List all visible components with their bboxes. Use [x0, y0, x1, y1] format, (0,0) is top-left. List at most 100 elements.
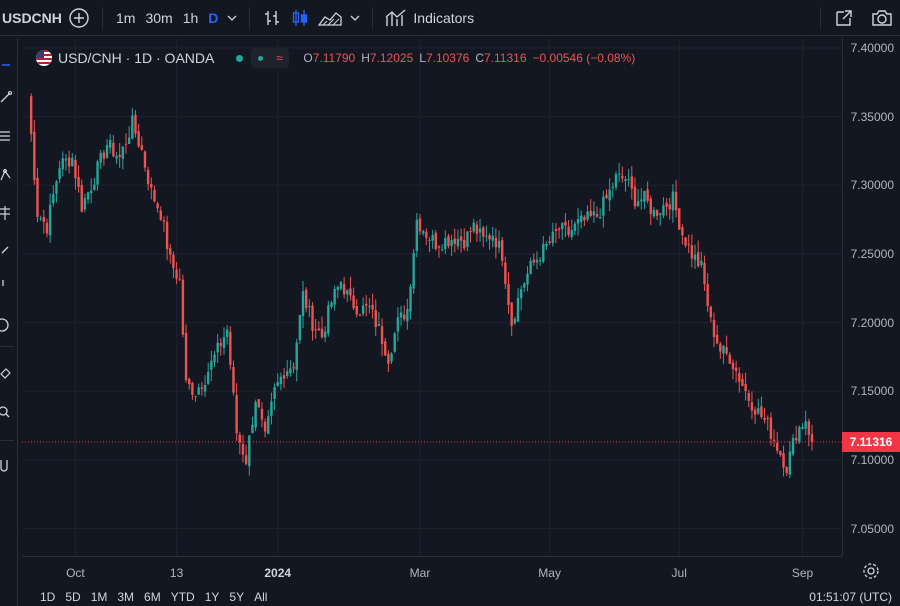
chart-legend: USD/CNH · 1D · OANDA ≈ O7.11790 H7.12025… — [36, 48, 635, 68]
indicators-button[interactable]: Indicators — [385, 4, 474, 32]
candle-body — [478, 228, 482, 233]
candle-body — [406, 308, 409, 322]
snapshot-button[interactable] — [870, 4, 894, 32]
trend-line-icon[interactable] — [0, 90, 14, 104]
price-axis[interactable]: 7.40000 7.35000 7.30000 7.25000 7.20000 7.150… — [842, 38, 900, 556]
candle-body — [295, 342, 298, 370]
interval-dropdown-button[interactable] — [223, 4, 241, 32]
data-status-pill[interactable]: ≈ — [251, 48, 290, 68]
area-style-button[interactable] — [314, 4, 346, 32]
chart-title[interactable]: USD/CNH · 1D · OANDA — [58, 50, 215, 66]
candle-body — [254, 401, 257, 428]
forecast-icon[interactable] — [0, 206, 14, 220]
candle-body — [143, 151, 147, 168]
clock[interactable]: 01:51:07 (UTC) — [809, 590, 892, 604]
candle-body — [48, 204, 52, 236]
candle-body — [153, 189, 156, 202]
interval-1m[interactable]: 1m — [116, 9, 136, 26]
candle-body — [276, 382, 279, 387]
candle-body — [118, 154, 121, 158]
candle-body — [33, 131, 36, 181]
range-1d-button[interactable]: 1D — [40, 590, 56, 604]
interval-1h[interactable]: 1h — [182, 9, 199, 26]
zoom-in-icon[interactable] — [0, 406, 14, 420]
range-1y-button[interactable]: 1Y — [204, 590, 220, 604]
time-tick-label: Sep — [791, 566, 814, 580]
range-5d-button[interactable]: 5D — [65, 590, 81, 604]
compare-add-button[interactable] — [64, 4, 94, 32]
ruler-icon[interactable] — [0, 366, 14, 380]
range-ytd-button[interactable]: YTD — [170, 590, 195, 604]
candle-body — [279, 376, 283, 385]
cursor-icon[interactable] — [0, 58, 14, 72]
symbol-search-button[interactable]: USDCNH — [2, 9, 62, 26]
settings-gear-icon[interactable] — [862, 562, 880, 580]
chevron-down-icon — [350, 15, 360, 21]
candle-body — [178, 279, 181, 281]
high-label: H — [361, 51, 370, 65]
candle-body — [696, 252, 700, 267]
fib-retracement-icon[interactable] — [0, 130, 14, 144]
candles-style-button[interactable] — [286, 4, 314, 32]
fullscreen-button[interactable] — [832, 4, 856, 32]
candle-body — [248, 435, 251, 467]
candle-body — [342, 284, 346, 295]
pattern-icon[interactable] — [0, 168, 14, 182]
candle-body — [526, 273, 529, 285]
candle-body — [244, 455, 248, 465]
us-flag-icon — [36, 50, 52, 66]
leftbar-divider — [0, 440, 14, 441]
candle-body — [175, 269, 178, 279]
candle-body — [766, 417, 769, 419]
candle-body — [709, 306, 713, 318]
candle-body — [671, 191, 675, 211]
range-1m-button[interactable]: 1M — [90, 590, 108, 604]
range-all-button[interactable]: All — [254, 590, 268, 604]
candle-body — [725, 347, 728, 354]
candle-body — [434, 232, 438, 249]
candle-body — [314, 329, 317, 331]
indicators-label: Indicators — [413, 9, 475, 26]
candle-body — [206, 372, 210, 384]
candle-body — [393, 333, 396, 352]
annotation-icon[interactable] — [0, 318, 14, 332]
candle-body — [327, 305, 330, 334]
candle-body — [459, 236, 463, 241]
price-chart-pane[interactable] — [22, 38, 842, 556]
plus-circle-icon — [69, 7, 89, 28]
price-tick-label: 7.30000 — [850, 178, 894, 193]
candle-body — [535, 259, 539, 263]
candle-body — [516, 298, 520, 322]
range-3m-button[interactable]: 3M — [117, 590, 135, 604]
candle-body — [791, 438, 795, 455]
candle-body — [538, 260, 542, 262]
candle-body — [542, 243, 545, 262]
brush-icon[interactable] — [0, 278, 14, 292]
expand-icon — [836, 9, 852, 26]
chart-type-dropdown-button[interactable] — [346, 4, 364, 32]
candle-body — [687, 243, 690, 245]
interval-30m[interactable]: 30m — [145, 9, 173, 26]
candle-body — [627, 178, 630, 180]
candle-body — [655, 209, 659, 216]
candle-body — [418, 218, 422, 232]
candle-body — [61, 158, 64, 170]
candle-body — [602, 196, 605, 216]
magnet-icon[interactable] — [0, 458, 14, 472]
interval-d[interactable]: D — [208, 9, 219, 26]
range-5y-button[interactable]: 5Y — [229, 590, 245, 604]
market-open-indicator — [236, 54, 244, 62]
candle-body — [191, 382, 194, 395]
candle-body — [494, 237, 498, 248]
candle-body — [529, 260, 532, 274]
range-6m-button[interactable]: 6M — [144, 590, 161, 604]
candle-body — [270, 401, 273, 416]
candle-body — [617, 173, 621, 175]
candle-body — [589, 210, 592, 217]
candle-body — [216, 342, 219, 353]
bar-style-button[interactable] — [258, 4, 286, 32]
candle-body — [349, 288, 352, 296]
geometric-shapes-icon[interactable] — [0, 243, 14, 257]
time-axis[interactable]: Oct 13 2024 Mar May Jul Sep — [22, 556, 842, 588]
candle-body — [580, 215, 583, 222]
